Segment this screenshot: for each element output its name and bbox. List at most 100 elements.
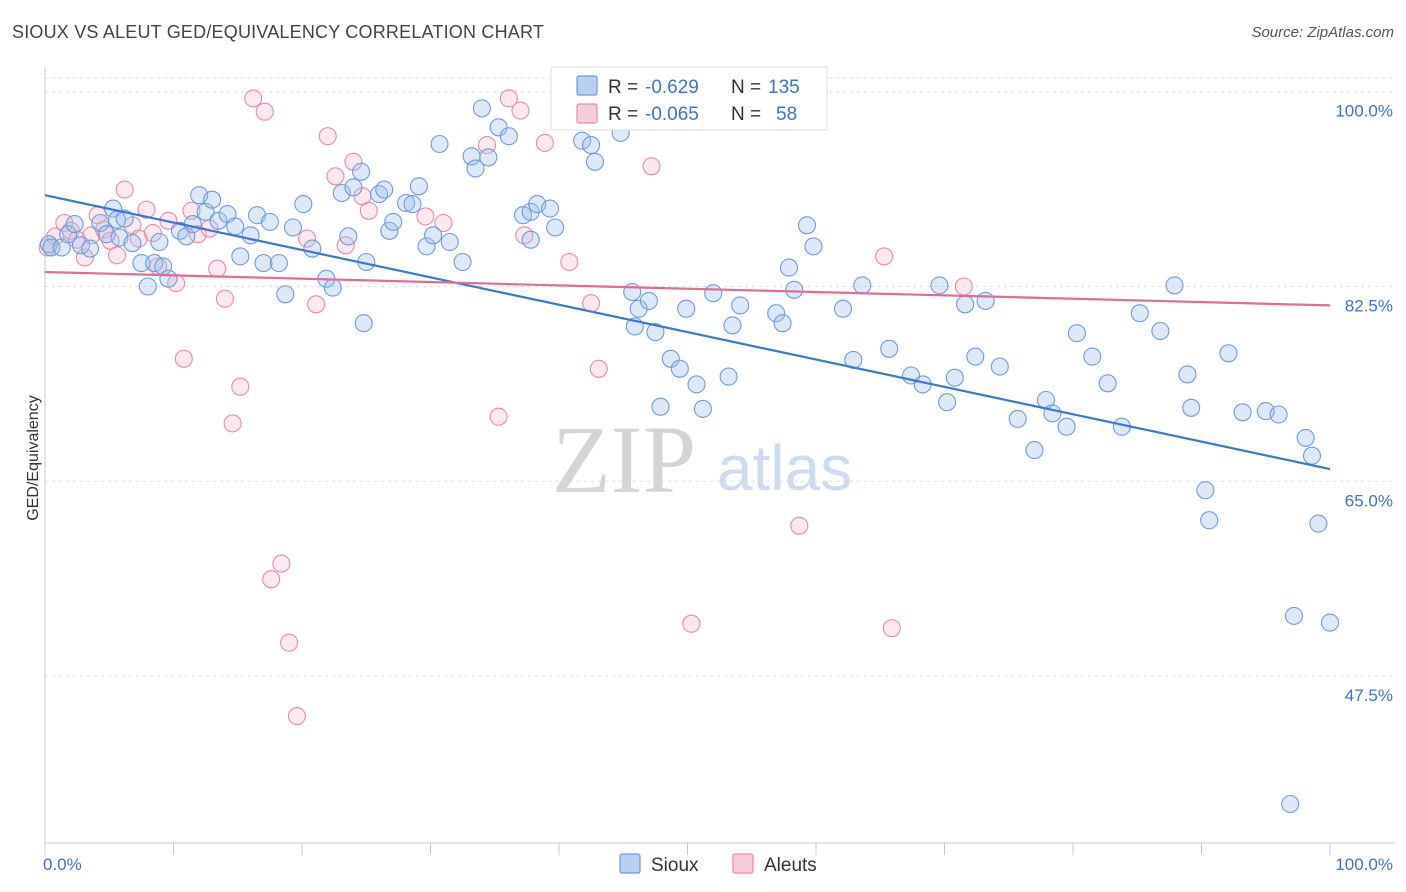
legend-r-label-sioux: R = — [608, 77, 638, 98]
sioux-point-44 — [352, 162, 371, 181]
sioux-point-120 — [1151, 321, 1170, 341]
aleuts-point-14 — [137, 200, 156, 219]
legend-top: R = -0.629 N = 135 R = -0.065 N = 58 — [550, 66, 828, 131]
aleuts-point-46 — [511, 101, 530, 120]
sioux-point-124 — [1196, 481, 1215, 500]
sioux-point-109 — [990, 357, 1009, 376]
sioux-point-104 — [938, 393, 957, 412]
aleuts-point-29 — [262, 570, 281, 589]
aleuts-point-51 — [589, 359, 608, 378]
sioux-point-56 — [430, 134, 449, 154]
sioux-point-37 — [294, 195, 313, 214]
aleuts-point-10 — [107, 246, 127, 265]
sioux-point-100 — [880, 339, 899, 358]
legend-bottom-label-sioux: Sioux — [651, 855, 699, 876]
sioux-point-51 — [397, 193, 416, 213]
sioux-point-43 — [344, 178, 363, 197]
sioux-point-93 — [779, 258, 799, 277]
aleuts-point-44 — [489, 407, 508, 426]
y-tick-label-2: 65.0% — [1345, 491, 1393, 510]
sioux-point-69 — [540, 199, 560, 218]
aleuts-point-24 — [215, 289, 234, 308]
sioux-point-73 — [585, 152, 605, 171]
aleuts-point-41 — [416, 207, 435, 226]
legend-r-value-aleuts: -0.065 — [645, 104, 699, 125]
sioux-point-11 — [115, 209, 134, 228]
legend-n-value-aleuts: 58 — [776, 104, 797, 125]
sioux-trend-line — [44, 194, 1331, 471]
trend-lines — [44, 194, 1331, 471]
sioux-point-4 — [65, 215, 84, 234]
sioux-point-113 — [1043, 404, 1062, 423]
sioux-point-130 — [1284, 606, 1304, 625]
sioux-point-25 — [203, 190, 222, 209]
sioux-point-135 — [1281, 794, 1300, 814]
aleuts-point-49 — [560, 252, 579, 272]
aleuts-point-54 — [790, 516, 809, 535]
sioux-point-3 — [59, 225, 78, 244]
legend-bottom-swatch-aleuts — [732, 853, 754, 874]
aleuts-point-31 — [280, 633, 299, 652]
sioux-point-92 — [773, 314, 792, 333]
sioux-point-48 — [375, 180, 394, 199]
aleuts-point-27 — [244, 89, 263, 108]
aleuts-point-15 — [143, 224, 162, 243]
sioux-point-83 — [670, 359, 689, 378]
aleuts-point-21 — [188, 225, 207, 244]
sioux-point-95 — [797, 216, 817, 235]
sioux-point-29 — [231, 247, 250, 266]
sioux-point-67 — [521, 230, 540, 249]
aleuts-point-19 — [174, 349, 193, 368]
sioux-point-34 — [269, 254, 288, 273]
aleuts-point-38 — [344, 152, 363, 171]
aleuts-point-32 — [287, 707, 306, 726]
sioux-point-42 — [339, 227, 358, 246]
sioux-point-41 — [332, 183, 351, 203]
sioux-point-97 — [833, 299, 853, 318]
sioux-point-106 — [956, 295, 975, 314]
aleuts-point-11 — [115, 180, 134, 199]
sioux-point-1 — [42, 238, 61, 257]
aleuts-point-20 — [182, 201, 201, 220]
sioux-point-127 — [1233, 403, 1252, 422]
sioux-point-71 — [573, 131, 592, 150]
sioux-point-64 — [499, 127, 518, 146]
aleuts-point-34 — [307, 295, 326, 314]
sioux-point-53 — [409, 177, 428, 196]
aleuts-point-26 — [231, 377, 250, 396]
x-tick-label-1: 100.0% — [1335, 855, 1393, 874]
aleuts-point-23 — [208, 259, 227, 278]
legend-r-value-sioux: -0.629 — [645, 77, 699, 98]
sioux-point-58 — [453, 252, 472, 272]
y-tick-labels: 100.0% 82.5% 65.0% 47.5% — [1335, 102, 1393, 705]
sioux-point-90 — [731, 296, 750, 315]
sioux-point-57 — [440, 232, 459, 252]
sioux-point-36 — [283, 218, 303, 237]
sioux-point-84 — [677, 299, 696, 318]
aleuts-point-35 — [318, 127, 337, 146]
sioux-point-91 — [767, 304, 786, 323]
legend-n-label-aleuts: N = — [731, 104, 761, 125]
watermark-atlas: atlas — [717, 432, 852, 504]
sioux-point-131 — [1296, 428, 1315, 447]
legend-swatch-aleuts — [576, 103, 598, 124]
aleuts-point-36 — [326, 167, 345, 186]
sioux-point-60 — [466, 159, 485, 178]
sioux-point-107 — [966, 347, 985, 366]
aleuts-point-42 — [434, 213, 453, 233]
sioux-point-17 — [150, 232, 169, 252]
sioux-point-28 — [226, 217, 245, 236]
aleuts-point-48 — [535, 133, 554, 152]
aleuts-trend-line — [44, 270, 1331, 307]
watermark-zip: ZIP — [552, 406, 696, 513]
sioux-point-110 — [1008, 409, 1027, 428]
sioux-point-19 — [159, 269, 178, 288]
aleuts-point-25 — [223, 414, 242, 433]
sioux-point-117 — [1098, 374, 1117, 393]
aleuts-point-45 — [499, 89, 518, 108]
legend-bottom-label-aleuts: Aleuts — [764, 855, 817, 876]
sioux-point-61 — [472, 99, 491, 118]
sioux-point-14 — [132, 254, 151, 273]
sioux-point-70 — [546, 218, 565, 237]
